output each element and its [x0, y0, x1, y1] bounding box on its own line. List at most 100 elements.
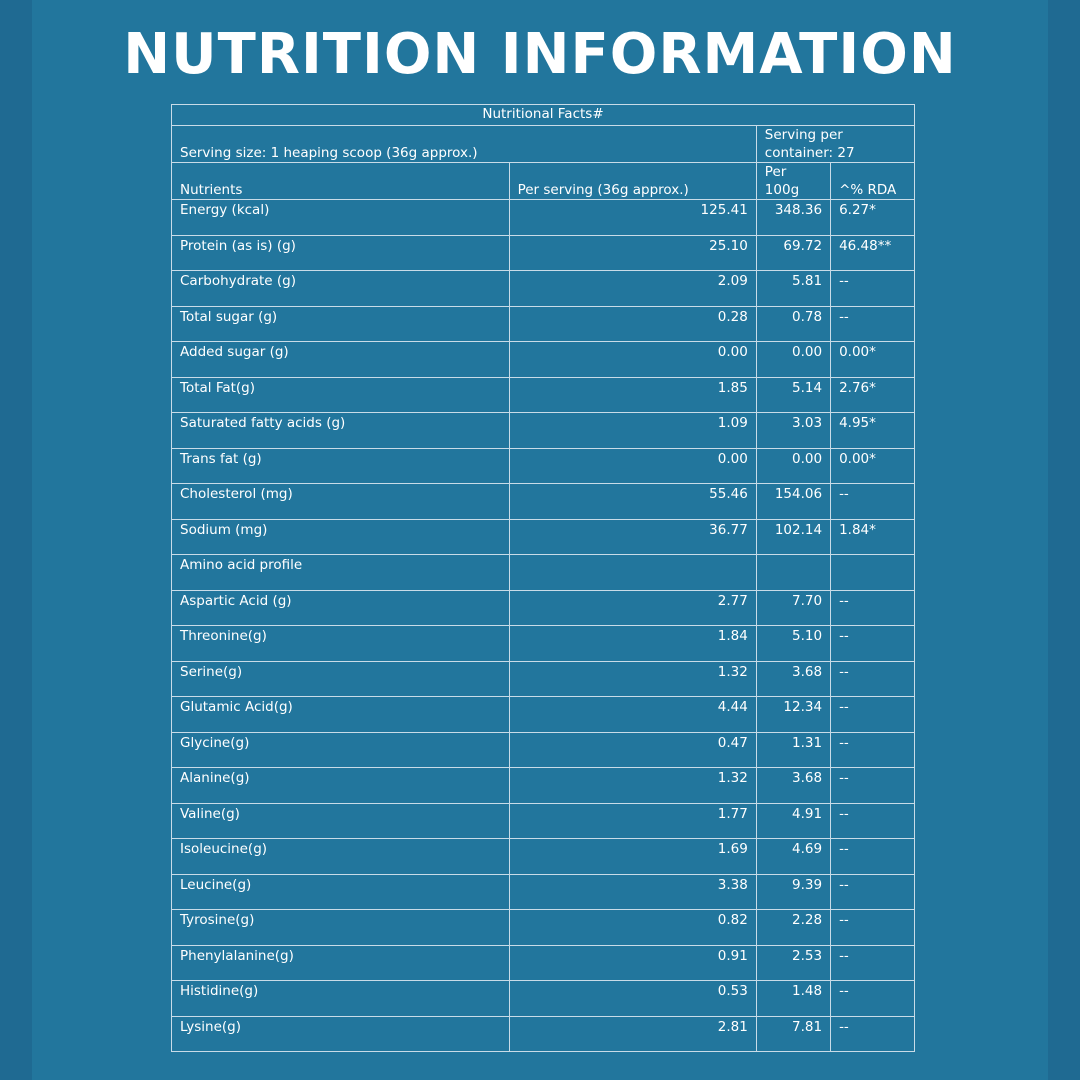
serving-size: Serving size: 1 heaping scoop (36g appro… [171, 125, 757, 163]
cell-nutrient: Histidine(g) [171, 980, 510, 1017]
cell-rda: -- [830, 589, 915, 626]
cell-per-serving: 1.32 [508, 767, 757, 804]
cell-per-serving: 0.00 [508, 341, 757, 378]
cell-per-100g: 2.28 [755, 909, 832, 946]
cell-rda: -- [830, 980, 915, 1017]
cell-per-serving: 2.09 [508, 270, 757, 307]
cell-rda: -- [830, 270, 915, 307]
cell-rda: -- [830, 625, 915, 662]
cell-per-100g: 3.68 [755, 660, 832, 697]
cell-per-100g: 3.68 [755, 767, 832, 804]
cell-per-serving: 0.91 [508, 944, 757, 981]
table-row: Alanine(g) 1.32 3.68 -- [171, 767, 915, 804]
nutrition-table: Nutritional Facts# Serving size: 1 heapi… [171, 104, 916, 1052]
cell-nutrient: Trans fat (g) [171, 447, 510, 484]
table-row: Histidine(g) 0.53 1.48 -- [171, 980, 915, 1017]
cell-nutrient: Amino acid profile [171, 554, 510, 591]
cell-per-serving: 1.77 [508, 802, 757, 839]
cell-per-100g: 5.81 [755, 270, 832, 307]
cell-per-serving: 125.41 [508, 199, 757, 236]
table-row: Aspartic Acid (g) 2.77 7.70 -- [171, 589, 915, 626]
cell-nutrient: Threonine(g) [171, 625, 510, 662]
cell-nutrient: Total sugar (g) [171, 305, 510, 342]
cell-per-serving: 25.10 [508, 234, 757, 271]
table-row: Leucine(g) 3.38 9.39 -- [171, 873, 915, 910]
cell-per-serving: 0.47 [508, 731, 757, 768]
header-per-100g: Per 100g [755, 162, 832, 200]
cell-per-serving: 1.84 [508, 625, 757, 662]
table-row: Amino acid profile [171, 554, 915, 591]
cell-rda: -- [830, 873, 915, 910]
header-rda: ^% RDA [830, 162, 915, 200]
cell-rda: -- [830, 944, 915, 981]
cell-per-100g: 0.00 [755, 341, 832, 378]
cell-nutrient: Glutamic Acid(g) [171, 696, 510, 733]
cell-rda: -- [830, 483, 915, 520]
cell-per-100g: 348.36 [755, 199, 832, 236]
cell-rda: -- [830, 731, 915, 768]
cell-per-serving: 0.28 [508, 305, 757, 342]
cell-per-serving: 4.44 [508, 696, 757, 733]
table-row: Total sugar (g) 0.28 0.78 -- [171, 305, 915, 342]
cell-nutrient: Added sugar (g) [171, 341, 510, 378]
cell-per-100g: 9.39 [755, 873, 832, 910]
table-row: Isoleucine(g) 1.69 4.69 -- [171, 838, 915, 875]
cell-per-serving: 1.69 [508, 838, 757, 875]
cell-rda: 6.27* [830, 199, 915, 236]
table-row: Sodium (mg) 36.77 102.14 1.84* [171, 518, 915, 555]
table-row: Carbohydrate (g) 2.09 5.81 -- [171, 270, 915, 307]
cell-rda: -- [830, 305, 915, 342]
cell-rda: -- [830, 696, 915, 733]
cell-nutrient: Sodium (mg) [171, 518, 510, 555]
cell-per-100g: 7.81 [755, 1015, 832, 1052]
cell-per-100g: 5.10 [755, 625, 832, 662]
table-row: Phenylalanine(g) 0.91 2.53 -- [171, 944, 915, 981]
table-row: Added sugar (g) 0.00 0.00 0.00* [171, 341, 915, 378]
cell-per-100g [755, 554, 832, 591]
cell-per-serving: 2.81 [508, 1015, 757, 1052]
cell-rda: -- [830, 767, 915, 804]
cell-per-serving: 1.32 [508, 660, 757, 697]
cell-rda: -- [830, 1015, 915, 1052]
cell-per-serving: 36.77 [508, 518, 757, 555]
table-row: Cholesterol (mg) 55.46 154.06 -- [171, 483, 915, 520]
cell-per-serving: 0.82 [508, 909, 757, 946]
cell-per-serving [508, 554, 757, 591]
cell-rda: 46.48** [830, 234, 915, 271]
cell-nutrient: Valine(g) [171, 802, 510, 839]
cell-per-serving: 2.77 [508, 589, 757, 626]
cell-nutrient: Total Fat(g) [171, 376, 510, 413]
cell-per-serving: 1.09 [508, 412, 757, 449]
cell-rda [830, 554, 915, 591]
cell-per-100g: 12.34 [755, 696, 832, 733]
table-row: Tyrosine(g) 0.82 2.28 -- [171, 909, 915, 946]
cell-nutrient: Aspartic Acid (g) [171, 589, 510, 626]
cell-rda: 0.00* [830, 447, 915, 484]
table-caption: Nutritional Facts# [171, 104, 915, 126]
header-nutrients: Nutrients [171, 162, 510, 200]
cell-per-100g: 2.53 [755, 944, 832, 981]
cell-nutrient: Protein (as is) (g) [171, 234, 510, 271]
cell-per-serving: 55.46 [508, 483, 757, 520]
table-row: Lysine(g) 2.81 7.81 -- [171, 1015, 915, 1052]
cell-nutrient: Phenylalanine(g) [171, 944, 510, 981]
cell-nutrient: Energy (kcal) [171, 199, 510, 236]
cell-nutrient: Isoleucine(g) [171, 838, 510, 875]
cell-nutrient: Leucine(g) [171, 873, 510, 910]
cell-rda: -- [830, 838, 915, 875]
cell-per-100g: 69.72 [755, 234, 832, 271]
cell-rda: -- [830, 660, 915, 697]
serving-per-container: Serving per container: 27 [755, 125, 916, 163]
cell-per-100g: 4.69 [755, 838, 832, 875]
cell-rda: 0.00* [830, 341, 915, 378]
cell-nutrient: Cholesterol (mg) [171, 483, 510, 520]
cell-rda: 1.84* [830, 518, 915, 555]
cell-per-100g: 0.78 [755, 305, 832, 342]
cell-nutrient: Tyrosine(g) [171, 909, 510, 946]
cell-rda: -- [830, 909, 915, 946]
cell-per-100g: 102.14 [755, 518, 832, 555]
cell-per-100g: 1.48 [755, 980, 832, 1017]
cell-nutrient: Alanine(g) [171, 767, 510, 804]
cell-nutrient: Saturated fatty acids (g) [171, 412, 510, 449]
cell-rda: 2.76* [830, 376, 915, 413]
